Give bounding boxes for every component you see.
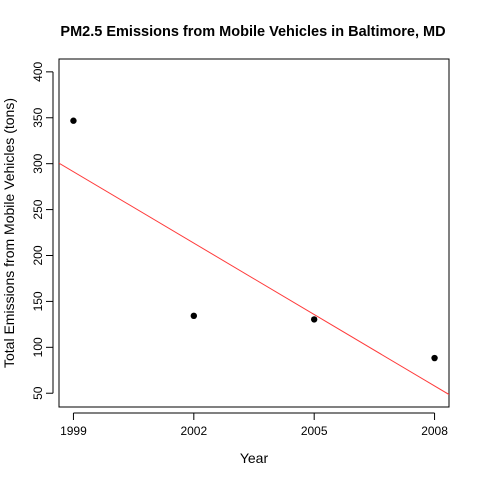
plot-area [59,163,449,394]
trend-line [59,163,449,394]
y-tick-label-300: 300 [31,153,45,173]
plot-frame [59,59,449,407]
x-tick-label-2008: 2008 [421,424,448,438]
y-tick-label-250: 250 [31,199,45,219]
y-tick-label-50: 50 [31,386,45,400]
x-tick-label-2005: 2005 [301,424,328,438]
y-tick-label-400: 400 [31,62,45,82]
data-points [70,118,438,362]
x-axis: 1999 2002 2005 2008 [60,413,448,438]
data-point-2008 [431,355,437,361]
chart-title: PM2.5 Emissions from Mobile Vehicles in … [60,24,445,40]
y-axis: 50 100 150 200 250 300 350 400 [31,62,53,400]
x-tick-label-1999: 1999 [60,424,87,438]
x-axis-label: Year [240,450,269,466]
data-point-2005 [311,316,317,322]
x-tick-label-2002: 2002 [180,424,207,438]
y-tick-label-100: 100 [31,337,45,357]
data-point-2002 [191,313,197,319]
y-tick-label-350: 350 [31,107,45,127]
y-axis-label: Total Emissions from Mobile Vehicles (to… [1,98,17,368]
y-tick-label-200: 200 [31,245,45,265]
data-point-1999 [70,118,76,124]
y-tick-label-150: 150 [31,291,45,311]
